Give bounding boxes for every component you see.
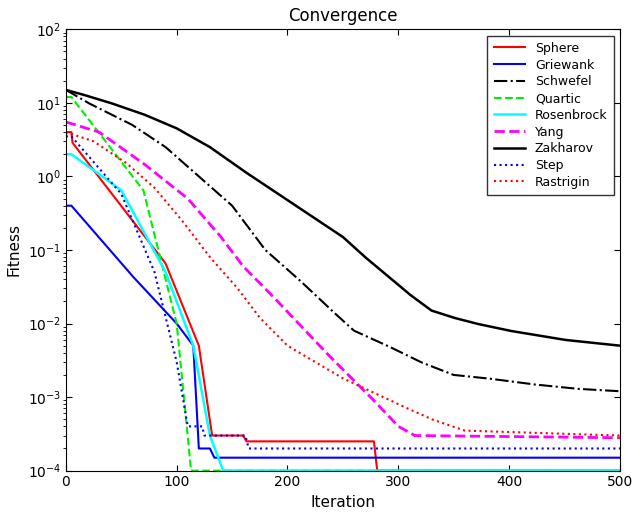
Sphere [62,129,70,135]
Sphere [223,432,230,438]
Yang [264,288,271,294]
Legend: Sphere, Griewank, Schwefel, Quartic, Rosenbrock, Yang, Zakharov, Step, Rastrigin: Sphere, Griewank, Schwefel, Quartic, Ros… [487,36,614,195]
Rosenbrock [62,151,70,157]
Step [616,445,624,451]
Zakharov [223,156,230,162]
Rastrigin [426,415,433,421]
Yang [426,433,433,439]
Rosenbrock [420,467,428,474]
Sphere [616,467,624,474]
Sphere [264,438,271,445]
Zakharov [200,140,207,146]
Zakharov [521,330,529,337]
Line: Griewank: Griewank [66,206,620,458]
Zakharov [264,184,271,190]
Quartic [188,467,195,474]
Zakharov [616,343,624,349]
Griewank [211,454,218,461]
Rosenbrock [200,397,207,403]
Quartic [62,94,70,100]
Yang [521,434,529,440]
Yang [62,119,70,125]
Line: Zakharov: Zakharov [66,90,620,346]
Schwefel [419,360,426,366]
Sphere [200,373,207,379]
Quartic [224,467,232,474]
Zakharov [419,301,426,307]
Yang [223,241,230,248]
Sphere [373,467,381,474]
Line: Yang: Yang [66,122,620,438]
Griewank [62,203,70,209]
X-axis label: Iteration: Iteration [310,495,376,510]
Sphere [522,467,529,474]
Rastrigin [223,273,230,279]
Quartic [265,467,273,474]
Sphere [420,467,428,474]
Quartic [616,467,624,474]
Yang [616,435,624,441]
Schwefel [62,87,70,93]
Yang [200,214,207,220]
Quartic [427,467,435,474]
Step [200,428,207,434]
Y-axis label: Fitness: Fitness [7,223,22,277]
Rastrigin [200,245,207,251]
Rastrigin [419,412,426,418]
Step [245,445,253,451]
Schwefel [200,177,207,184]
Rastrigin [62,129,70,135]
Schwefel [426,362,433,369]
Sphere [427,467,435,474]
Rosenbrock [522,467,529,474]
Schwefel [264,249,271,255]
Rosenbrock [265,467,273,474]
Rosenbrock [224,467,232,474]
Griewank [522,454,529,461]
Yang [419,433,426,439]
Title: Convergence: Convergence [288,7,397,25]
Rastrigin [616,432,624,438]
Rosenbrock [427,467,435,474]
Quartic [522,467,529,474]
Schwefel [521,380,529,386]
Quartic [420,467,428,474]
Step [427,445,435,451]
Line: Schwefel: Schwefel [66,90,620,391]
Griewank [427,454,435,461]
Griewank [616,454,624,461]
Step [265,445,273,451]
Rosenbrock [616,467,624,474]
Quartic [200,467,208,474]
Step [420,445,428,451]
Line: Step: Step [66,136,620,448]
Rastrigin [521,430,529,436]
Step [62,133,70,140]
Rosenbrock [220,467,227,474]
Griewank [420,454,428,461]
Zakharov [62,87,70,93]
Griewank [200,445,207,451]
Step [522,445,529,451]
Zakharov [426,306,433,312]
Griewank [265,454,273,461]
Step [223,432,230,438]
Line: Quartic: Quartic [66,97,620,470]
Schwefel [223,197,230,204]
Line: Rastrigin: Rastrigin [66,132,620,435]
Line: Sphere: Sphere [66,132,620,470]
Schwefel [616,388,624,394]
Rastrigin [264,323,271,329]
Griewank [224,454,232,461]
Line: Rosenbrock: Rosenbrock [66,154,620,470]
